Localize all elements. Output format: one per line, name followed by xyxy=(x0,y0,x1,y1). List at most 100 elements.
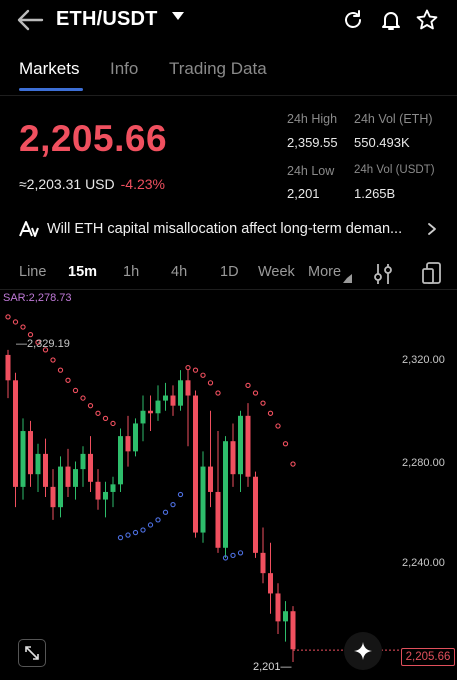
indicator-settings-icon[interactable] xyxy=(373,263,393,285)
candle-body xyxy=(260,552,266,574)
candle-body xyxy=(28,431,33,475)
candle-body xyxy=(163,395,168,401)
back-arrow-icon[interactable] xyxy=(16,8,44,32)
sar-dot xyxy=(102,415,109,422)
interval-4h[interactable]: 4h xyxy=(171,264,188,280)
candle-body xyxy=(170,395,176,406)
low-marker-value: 2,201 xyxy=(253,661,281,673)
candle-body xyxy=(275,593,281,622)
sar-dot xyxy=(230,552,236,559)
sar-dot xyxy=(207,380,214,386)
candle-body xyxy=(238,415,243,475)
tab-info[interactable]: Info xyxy=(110,59,139,78)
bell-icon[interactable] xyxy=(379,8,403,32)
sar-dot xyxy=(35,339,41,345)
high-marker-value: 2,329.19 xyxy=(27,338,70,350)
ai-logo-icon xyxy=(19,221,39,237)
dropdown-caret-icon[interactable] xyxy=(172,12,184,20)
interval-more[interactable]: More xyxy=(308,264,342,280)
candle-body xyxy=(283,611,288,622)
candlestick-chart[interactable] xyxy=(0,290,457,680)
sar-dot xyxy=(110,420,116,427)
pair-title[interactable]: ETH/USDT xyxy=(56,8,158,30)
candle-body xyxy=(215,491,221,548)
sar-dot xyxy=(192,367,199,373)
candle-body xyxy=(253,476,258,553)
tab-markets[interactable]: Markets xyxy=(19,59,80,78)
approx-usd: ≈2,203.31 USD xyxy=(19,176,115,192)
candle-body xyxy=(95,481,101,500)
sar-dot xyxy=(57,367,64,373)
candle-body xyxy=(290,611,296,650)
sar-dot xyxy=(50,357,56,363)
candle-body xyxy=(208,466,213,492)
candle-body xyxy=(88,453,93,482)
candle-body xyxy=(193,395,198,533)
sar-dot xyxy=(27,331,34,338)
candle-body xyxy=(223,441,228,548)
high-marker-label: —2,329.19 xyxy=(16,338,70,350)
sar-dot xyxy=(132,529,139,536)
refresh-icon[interactable] xyxy=(341,8,365,32)
sar-dot xyxy=(200,372,206,378)
candle-body xyxy=(43,453,48,487)
sar-dot xyxy=(237,550,244,556)
sparkle-icon xyxy=(354,642,372,660)
sar-dot xyxy=(282,441,289,447)
expand-icon xyxy=(25,646,39,660)
sar-dot xyxy=(245,382,251,389)
sar-dot xyxy=(170,501,176,508)
candle-body xyxy=(80,453,86,470)
sar-dot xyxy=(95,410,101,416)
sar-dot xyxy=(275,423,281,429)
sar-dot xyxy=(125,532,131,538)
interval-1h[interactable]: 1h xyxy=(123,264,140,280)
candle-body xyxy=(65,466,71,487)
chevron-right-icon[interactable] xyxy=(426,222,438,236)
sar-dot xyxy=(215,390,221,396)
vol-usdt-value: 1.265B xyxy=(354,186,396,201)
sar-dot xyxy=(222,555,229,561)
low-value: 2,201 xyxy=(287,186,320,201)
more-caret-icon xyxy=(343,274,352,283)
sparkle-assistant-button[interactable] xyxy=(344,632,382,670)
candle-body xyxy=(5,354,11,381)
candle-body xyxy=(73,469,78,487)
sar-dot xyxy=(72,387,79,394)
candle-body xyxy=(200,466,206,533)
sar-dot xyxy=(267,410,274,416)
candle-body xyxy=(140,410,146,424)
candle-body xyxy=(268,573,273,594)
tab-trading-data[interactable]: Trading Data xyxy=(169,59,267,78)
sar-dot xyxy=(147,522,154,528)
divider xyxy=(0,289,457,290)
sar-dot xyxy=(87,403,94,409)
candle-body xyxy=(133,423,138,452)
candle-body xyxy=(50,486,56,508)
vol-eth-label: 24h Vol (ETH) xyxy=(354,112,433,126)
y-axis-label: 2,240.00 xyxy=(402,557,445,569)
news-banner[interactable]: Will ETH capital misallocation affect lo… xyxy=(19,219,439,239)
divider xyxy=(0,95,457,96)
fullscreen-icon[interactable] xyxy=(422,262,442,286)
candle-body xyxy=(13,380,18,487)
sar-dot xyxy=(20,324,26,330)
expand-chart-button[interactable] xyxy=(18,639,46,667)
candle-body xyxy=(125,436,131,452)
interval-1d[interactable]: 1D xyxy=(220,264,239,280)
sar-dot xyxy=(42,347,49,353)
last-price: 2,205.66 xyxy=(19,118,168,159)
interval-15m[interactable]: 15m xyxy=(68,264,98,280)
last-price-tag: 2,205.66 xyxy=(401,648,455,666)
sar-dot xyxy=(5,314,11,320)
candle-body xyxy=(185,380,191,396)
low-marker-label: 2,201— xyxy=(253,661,292,673)
star-icon[interactable] xyxy=(415,8,439,32)
top-bar: ETH/USDT xyxy=(0,0,457,40)
candle-body xyxy=(58,466,63,508)
y-axis-label: 2,280.00 xyxy=(402,457,445,469)
news-headline[interactable]: Will ETH capital misallocation affect lo… xyxy=(47,221,403,237)
interval-line[interactable]: Line xyxy=(19,264,47,280)
interval-week[interactable]: Week xyxy=(258,264,295,280)
sar-dot xyxy=(162,509,169,515)
